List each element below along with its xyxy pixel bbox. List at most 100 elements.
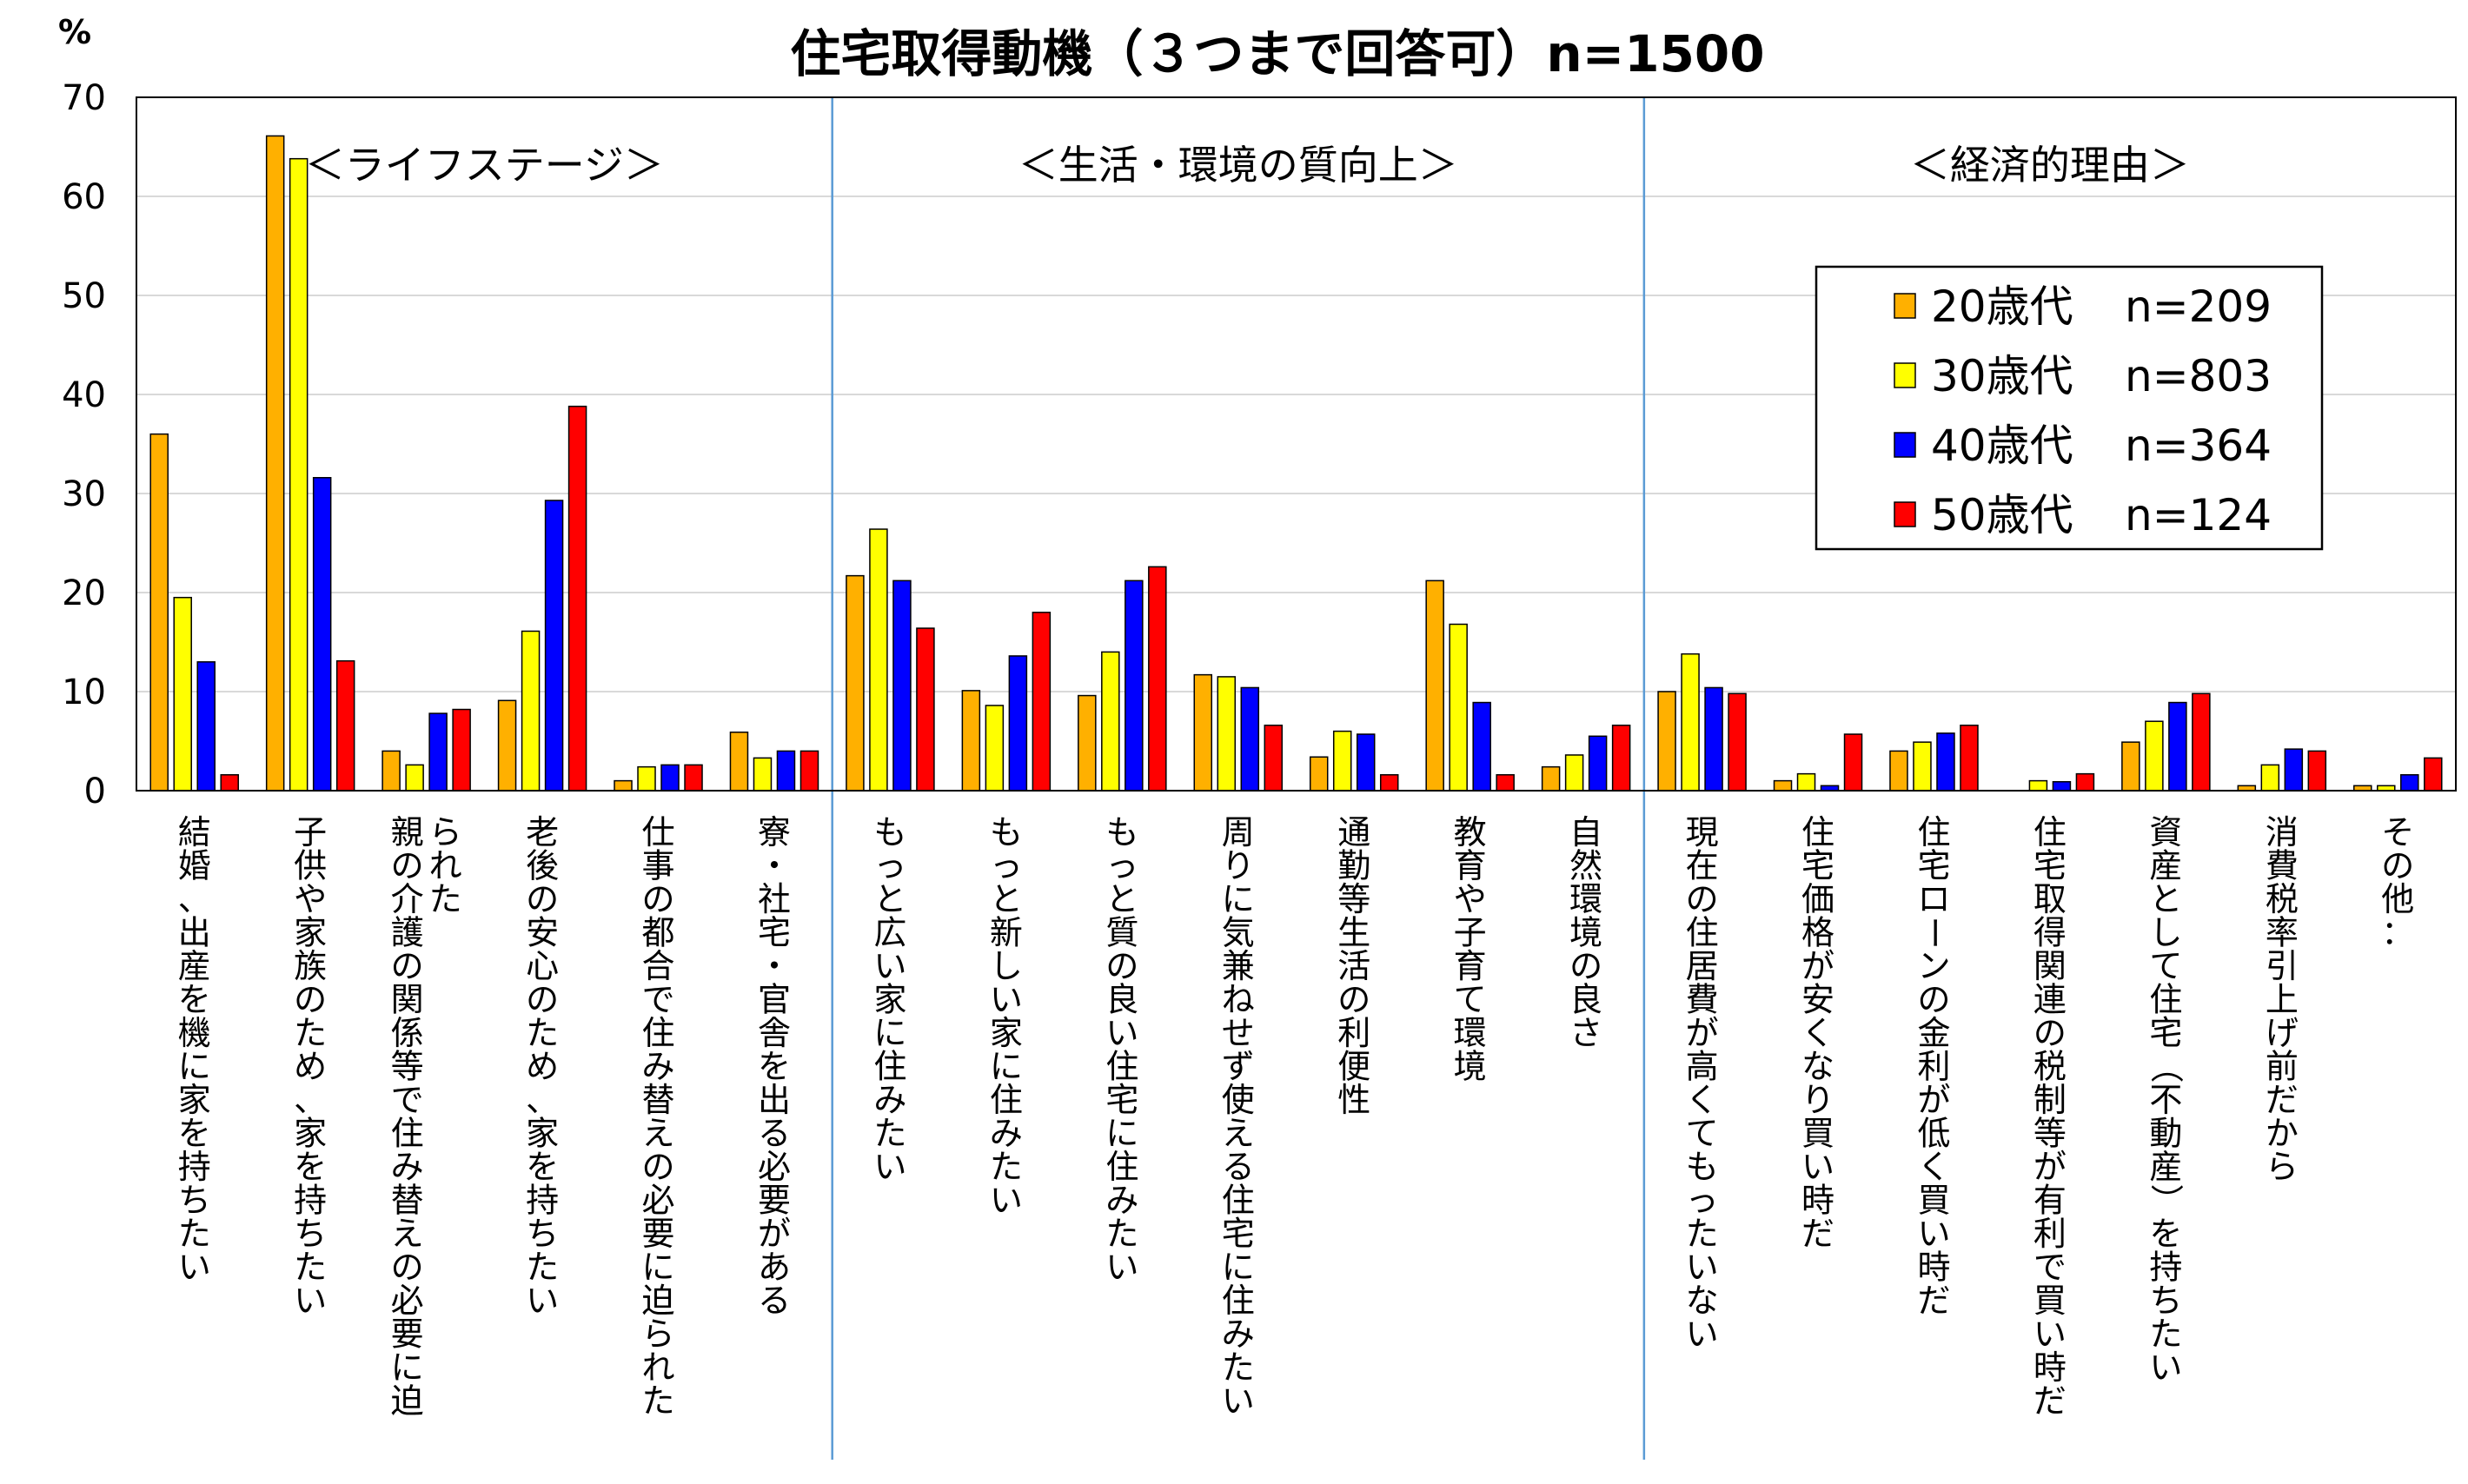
category-label-char: い xyxy=(873,947,906,985)
category-label-char: み xyxy=(990,1115,1023,1153)
category-label-char: 他 xyxy=(2381,880,2414,918)
category-label-char: が xyxy=(758,1215,791,1253)
category-label-char: 住 xyxy=(2033,813,2067,851)
category-label-char: 性 xyxy=(1337,1081,1370,1119)
bar xyxy=(2145,720,2164,792)
group-labels: ＜ライフステージ＞ ＜生活・環境の質向上＞ ＜経済的理由＞ xyxy=(305,142,2190,189)
category-label-char: や xyxy=(1454,880,1487,918)
bar xyxy=(265,135,285,792)
category-label-char: 環 xyxy=(1454,1014,1487,1052)
category-label-char: に xyxy=(1105,1115,1138,1153)
category-label-char: そ xyxy=(2381,813,2414,851)
category-label: られた xyxy=(429,813,462,918)
category-label-char: し xyxy=(990,947,1023,985)
category-label-char: 前 xyxy=(2266,1048,2299,1086)
category-label-char: 、 xyxy=(526,1081,559,1119)
category-label-char: 替 xyxy=(642,1081,675,1119)
bar xyxy=(753,757,773,792)
category-label-char: 要 xyxy=(758,1182,791,1220)
category-label-char: 気 xyxy=(1222,914,1255,952)
category-label-char: の xyxy=(1337,981,1370,1019)
bar xyxy=(2260,764,2280,792)
category-label-char: い xyxy=(2149,1348,2182,1387)
category-label-char: 必 xyxy=(391,1282,424,1320)
category-label-char: み xyxy=(1105,1182,1138,1220)
category-label-char: え xyxy=(391,1215,424,1253)
category-label-char: え xyxy=(1222,1115,1255,1153)
category-label-char: 居 xyxy=(1686,947,1719,985)
category-label-char: た xyxy=(1105,1215,1138,1253)
category-label-char: だ xyxy=(2266,1081,2299,1119)
category-label-char: も xyxy=(1105,813,1138,851)
category-label-char: 良 xyxy=(1569,981,1602,1019)
category-label-char: く xyxy=(1686,1081,1719,1119)
category-label-char: い xyxy=(2033,1315,2067,1354)
bar xyxy=(846,574,865,792)
category-label-char: 子 xyxy=(294,813,327,851)
category-label-char: た xyxy=(873,1115,906,1153)
category-label-char: 得 xyxy=(2033,914,2067,952)
bar xyxy=(2307,750,2327,792)
category-label-char: 安 xyxy=(526,914,559,952)
category-label-char: ち xyxy=(2149,1282,2182,1320)
category-label-char: 時 xyxy=(1801,1182,1834,1220)
bar xyxy=(2400,774,2419,792)
y-tick-label: 20 xyxy=(62,573,106,613)
category-label-char: 教 xyxy=(1454,813,1487,851)
category-label-char: 税 xyxy=(2033,1048,2067,1086)
category-label-char: 格 xyxy=(1801,914,1834,952)
category-label-char: て xyxy=(1454,981,1487,1019)
category-label-char: 良 xyxy=(1105,981,1138,1019)
bar xyxy=(2424,757,2443,792)
bar xyxy=(567,405,587,792)
category-label-char: 消 xyxy=(2266,813,2299,851)
category-label-char: 要 xyxy=(391,1315,424,1354)
category-label-char: だ xyxy=(2033,1382,2067,1421)
bar xyxy=(544,500,564,792)
bar xyxy=(637,765,656,792)
category-label: その他： xyxy=(2381,813,2414,952)
category-label-char: 、 xyxy=(178,880,211,918)
category-label-char: た xyxy=(1222,1348,1255,1387)
bar xyxy=(776,750,796,792)
category-label-char: に xyxy=(990,1048,1023,1086)
legend-swatch xyxy=(1894,501,1916,527)
category-label-char: い xyxy=(178,1249,211,1287)
y-tick-label: 50 xyxy=(62,276,106,316)
bar xyxy=(1425,580,1444,792)
bar xyxy=(1008,655,1028,792)
category-label-char: 持 xyxy=(2149,1249,2182,1287)
category-label-char: 持 xyxy=(178,1148,211,1186)
category-label-char: り xyxy=(1222,847,1255,885)
category-label-char: 活 xyxy=(1337,947,1370,985)
category-label-char: が xyxy=(1917,1081,1950,1119)
category-label-char: 産 xyxy=(178,947,211,985)
category-label-char: い xyxy=(1686,1249,1719,1287)
category-label-char: い xyxy=(1105,1249,1138,1287)
category-label-char: 、 xyxy=(294,1081,327,1119)
category-label-char: 連 xyxy=(2033,981,2067,1019)
bar xyxy=(1240,686,1260,792)
category-label-char: さ xyxy=(1569,1014,1602,1052)
category-label-char: 家 xyxy=(526,1115,559,1153)
category-label-char: 住 xyxy=(391,1115,424,1153)
bar xyxy=(1541,765,1561,792)
category-label-char: 使 xyxy=(1222,1081,1255,1119)
category-label-char: と xyxy=(873,880,906,918)
category-label-char: 資 xyxy=(2149,813,2182,851)
category-label-char: 金 xyxy=(1917,1014,1950,1052)
category-label-char: い xyxy=(990,981,1023,1019)
bar xyxy=(1681,653,1700,792)
category-label-char: だ xyxy=(1801,1215,1834,1253)
bar xyxy=(961,690,981,792)
category-label-char: 族 xyxy=(294,947,327,985)
category-label-char: た xyxy=(429,880,462,918)
category-label-char: 必 xyxy=(758,1148,791,1186)
